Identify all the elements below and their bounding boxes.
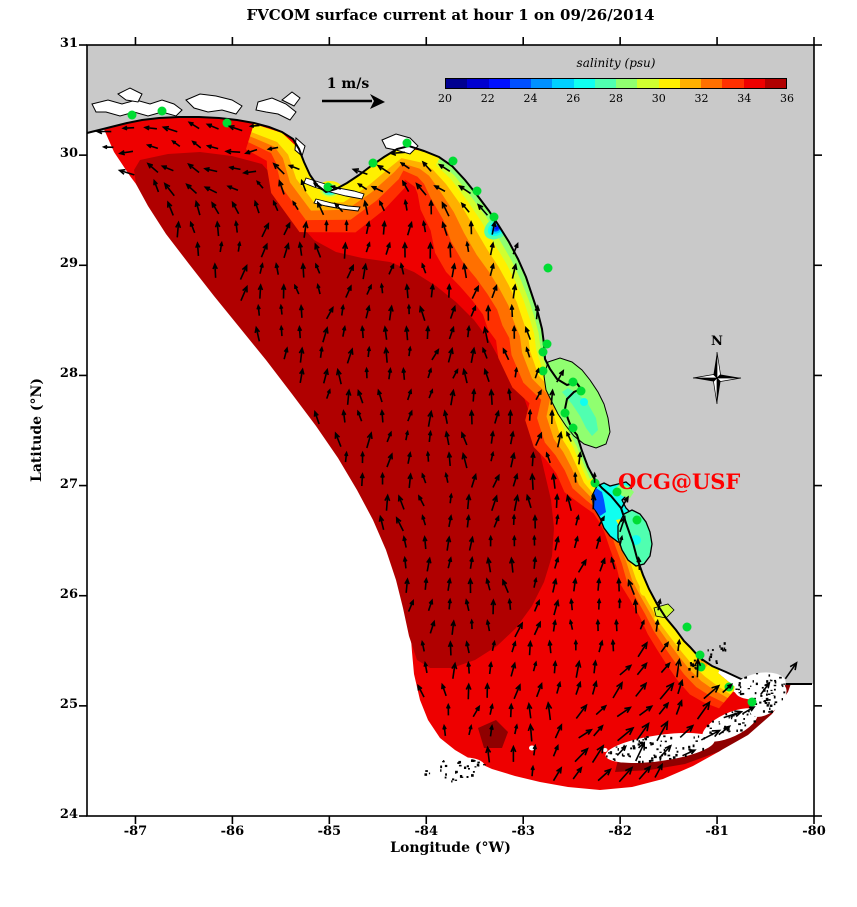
station-dot xyxy=(543,263,553,273)
x-tick-label: -82 xyxy=(608,824,632,839)
station-dot xyxy=(632,515,642,525)
coastline-layer xyxy=(86,116,812,685)
y-tick-label: 30 xyxy=(59,146,78,162)
colorbar-segment xyxy=(446,79,468,88)
colorbar-tick-label: 28 xyxy=(609,92,623,105)
y-tick-label: 27 xyxy=(59,476,78,492)
colorbar-tick-label: 32 xyxy=(694,92,709,105)
colorbar xyxy=(445,78,787,89)
colorbar-tick-label: 26 xyxy=(566,92,581,105)
x-tick-label: -86 xyxy=(220,824,245,839)
station-dot xyxy=(368,158,378,168)
colorbar-segment xyxy=(616,79,638,88)
axes-layer xyxy=(79,37,822,824)
x-tick-label: -83 xyxy=(511,824,535,839)
colorbar-segment xyxy=(679,79,701,88)
station-dot xyxy=(402,138,412,148)
x-tick-label: -80 xyxy=(802,824,826,839)
colorbar-tick-label: 30 xyxy=(651,92,666,105)
islands-speckle-layer xyxy=(424,642,787,783)
station-dot xyxy=(542,339,552,349)
x-tick-label: -87 xyxy=(123,824,148,839)
station-dot xyxy=(472,186,482,196)
colorbar-segment xyxy=(637,79,659,88)
station-dot xyxy=(568,377,578,387)
colorbar-title: salinity (psu) xyxy=(576,56,656,70)
station-dot xyxy=(568,423,578,433)
station-dot xyxy=(323,182,333,192)
scale-arrow xyxy=(322,94,385,109)
station-dot xyxy=(695,650,705,660)
station-dot xyxy=(696,662,706,672)
colorbar-segment xyxy=(531,79,553,88)
current-vectors-layer xyxy=(95,121,798,783)
colorbar-segment xyxy=(509,79,531,88)
compass-rose xyxy=(692,351,742,405)
station-dot xyxy=(576,386,586,396)
station-dot xyxy=(127,110,137,120)
y-tick-label: 31 xyxy=(59,36,78,51)
y-tick-label: 26 xyxy=(59,586,78,602)
colorbar-segment xyxy=(552,79,574,88)
colorbar-segment xyxy=(658,79,680,88)
y-tick-label: 25 xyxy=(59,696,78,712)
colorbar-segment xyxy=(701,79,723,88)
station-dot xyxy=(538,366,548,376)
x-tick-label: -84 xyxy=(414,824,439,839)
colorbar-tick-label: 36 xyxy=(780,92,794,105)
compass-north-label: N xyxy=(711,334,723,349)
y-tick-label: 28 xyxy=(59,366,78,382)
station-dot xyxy=(747,697,757,707)
colorbar-segment xyxy=(722,79,744,88)
x-tick-label: -81 xyxy=(705,824,729,839)
station-dot xyxy=(682,622,692,632)
watermark-ocg-usf: OCG@USF xyxy=(618,469,741,494)
colorbar-segment xyxy=(764,79,786,88)
colorbar-segment xyxy=(573,79,595,88)
scale-arrow-label: 1 m/s xyxy=(326,76,370,92)
station-dot xyxy=(448,156,458,166)
colorbar-tick-label: 24 xyxy=(523,92,538,105)
station-dot xyxy=(222,118,232,128)
station-dot xyxy=(560,408,570,418)
colorbar-segment xyxy=(467,79,489,88)
station-markers-layer xyxy=(127,106,757,707)
colorbar-tick-label: 20 xyxy=(438,92,452,105)
station-dot xyxy=(538,347,548,357)
scale-arrow-head xyxy=(370,94,385,109)
x-axis-label: Longitude (°W) xyxy=(390,840,511,856)
colorbar-segment xyxy=(594,79,616,88)
station-dot xyxy=(590,478,600,488)
figure-title: FVCOM surface current at hour 1 on 09/26… xyxy=(246,6,655,24)
y-tick-label: 29 xyxy=(59,256,78,272)
colorbar-tick-label: 34 xyxy=(737,92,752,105)
station-dot xyxy=(157,106,167,116)
x-tick-label: -85 xyxy=(317,824,342,839)
colorbar-segment xyxy=(488,79,510,88)
colorbar-segment xyxy=(743,79,765,88)
colorbar-tick-label: 22 xyxy=(480,92,495,105)
station-dot xyxy=(612,487,622,497)
station-dot xyxy=(489,212,499,222)
y-tick-label: 24 xyxy=(59,807,78,822)
